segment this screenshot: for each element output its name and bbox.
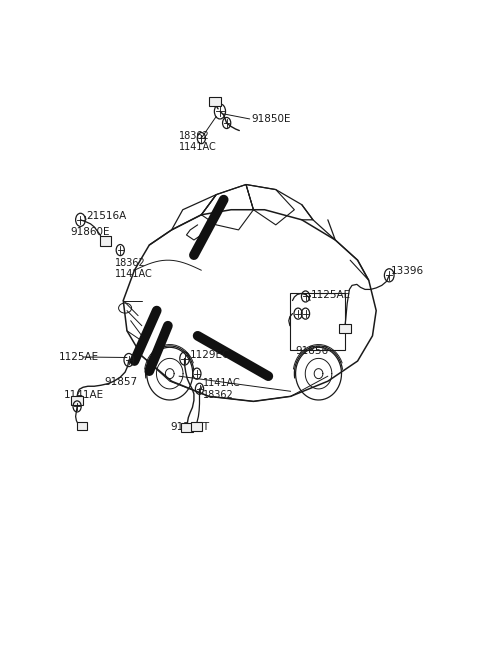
Text: 91860E: 91860E	[71, 227, 110, 237]
Text: 91857: 91857	[105, 377, 138, 387]
Text: 13396: 13396	[391, 267, 424, 276]
Text: 91856: 91856	[295, 346, 328, 356]
Text: 18362
1141AC: 18362 1141AC	[179, 131, 217, 153]
Text: 1141AC
18362: 1141AC 18362	[203, 378, 241, 400]
Text: 1125AE: 1125AE	[59, 352, 99, 362]
FancyBboxPatch shape	[71, 396, 83, 405]
Text: 91200T: 91200T	[171, 422, 210, 432]
FancyBboxPatch shape	[76, 422, 86, 430]
FancyBboxPatch shape	[100, 236, 111, 246]
FancyBboxPatch shape	[209, 97, 221, 106]
Text: 1141AE: 1141AE	[64, 390, 104, 400]
Bar	[290, 293, 345, 350]
Text: 18362
1141AC: 18362 1141AC	[115, 257, 153, 279]
FancyBboxPatch shape	[339, 324, 350, 333]
Text: 1125AE: 1125AE	[311, 290, 351, 301]
FancyBboxPatch shape	[192, 422, 203, 431]
Text: 91850E: 91850E	[252, 114, 291, 124]
FancyBboxPatch shape	[181, 423, 193, 432]
Text: 1129EC: 1129EC	[190, 350, 230, 360]
Text: 21516A: 21516A	[86, 212, 127, 221]
